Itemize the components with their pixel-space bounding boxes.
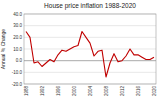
y-tick-label: 0.0 (16, 58, 23, 63)
grid-line (24, 49, 156, 50)
x-tick-label: 2016 (136, 86, 141, 97)
x-tick-label: 2008 (104, 86, 109, 97)
y-tick-label: 40.0 (13, 12, 22, 17)
grid-line (24, 60, 156, 61)
zero-line (24, 60, 156, 61)
grid-line (24, 25, 156, 26)
y-tick-label: -10.0 (12, 70, 23, 75)
chart: House price inflation 1988-2020 Annual % … (0, 0, 160, 106)
x-tick-label: 2012 (120, 86, 125, 97)
x-tick-label: 1996 (56, 86, 61, 97)
series-line (26, 32, 154, 78)
y-tick-label: 10.0 (13, 47, 22, 52)
x-tick-label: 2000 (72, 86, 77, 97)
title: House price inflation 1988-2020 (44, 2, 136, 10)
y-axis-label: Annual % Change (0, 29, 6, 70)
plot-area (26, 32, 154, 78)
x-tick-label: 1988 (24, 86, 29, 97)
y-tick-label: -20.0 (12, 82, 23, 87)
x-tick-label: 2020 (152, 86, 157, 97)
grid-line (24, 72, 156, 73)
y-tick-label: 30.0 (13, 23, 22, 28)
x-tick-label: 2004 (88, 86, 93, 97)
x-tick-label: 1992 (40, 86, 45, 97)
grid-line (24, 37, 156, 38)
y-tick-label: 20.0 (13, 35, 22, 40)
plot-frame (24, 14, 156, 84)
